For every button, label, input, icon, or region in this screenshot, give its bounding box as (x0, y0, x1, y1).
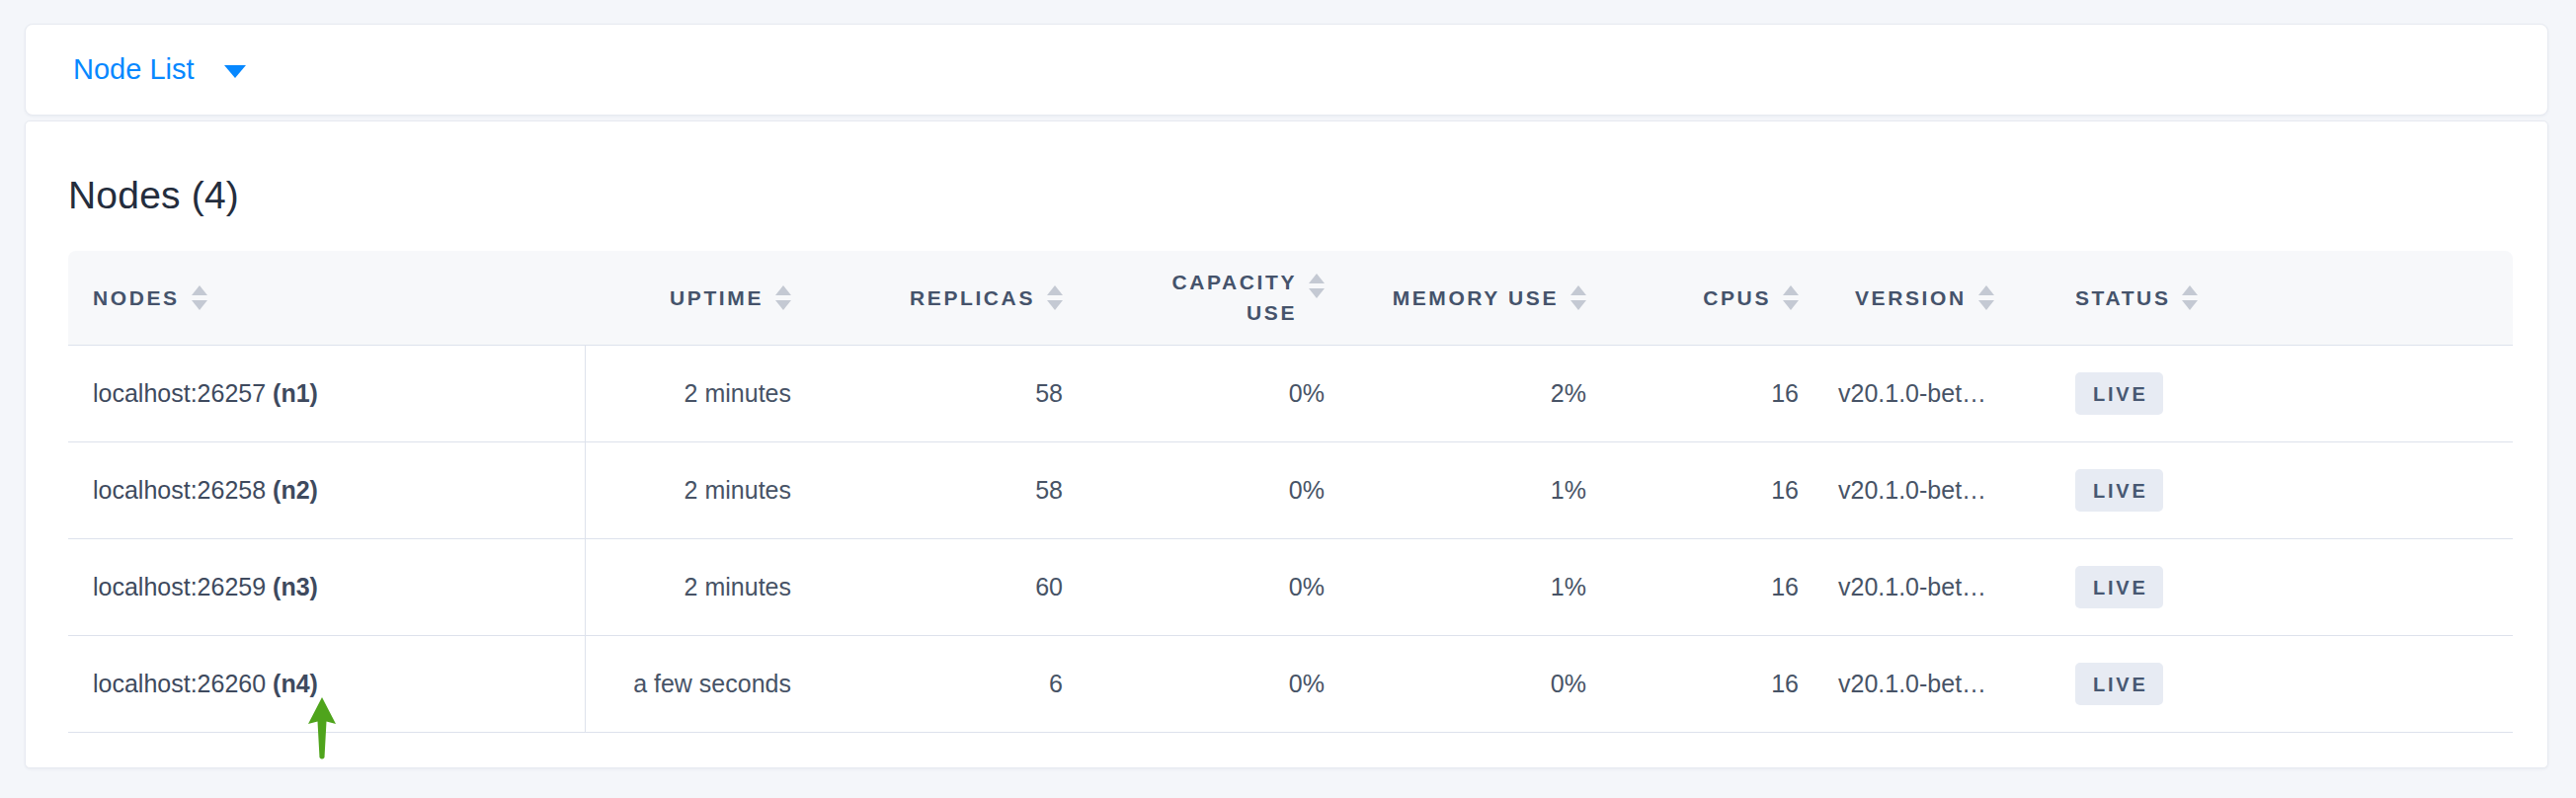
memory-use-cell: 2% (1339, 346, 1601, 442)
node-list-page: Node List Nodes (4) NODES (0, 0, 2576, 798)
column-header-version[interactable]: VERSION (1813, 251, 2051, 346)
caret-down-icon (224, 65, 246, 78)
version-cell: v20.1.0-bet… (1813, 442, 2051, 539)
status-badge: LIVE (2075, 663, 2163, 705)
column-header-cpus[interactable]: CPUS (1601, 251, 1813, 346)
uptime-cell: 2 minutes (585, 346, 806, 442)
replicas-cell: 58 (806, 346, 1078, 442)
sort-icon (775, 285, 791, 310)
replicas-cell: 60 (806, 539, 1078, 636)
column-header-uptime[interactable]: UPTIME (585, 251, 806, 346)
capacity-use-cell: 0% (1078, 346, 1339, 442)
uptime-cell: a few seconds (585, 636, 806, 733)
sort-icon (1783, 285, 1799, 310)
uptime-cell: 2 minutes (585, 442, 806, 539)
cpus-cell: 16 (1601, 539, 1813, 636)
status-badge: LIVE (2075, 469, 2163, 512)
capacity-use-cell: 0% (1078, 539, 1339, 636)
status-cell: LIVE (2051, 346, 2513, 442)
column-header-nodes[interactable]: NODES (68, 251, 585, 346)
capacity-use-cell: 0% (1078, 442, 1339, 539)
memory-use-cell: 0% (1339, 636, 1601, 733)
cpus-cell: 16 (1601, 442, 1813, 539)
sort-icon (1570, 285, 1586, 310)
column-header-status[interactable]: STATUS (2051, 251, 2513, 346)
nodes-card: Nodes (4) NODES UPTIME (25, 120, 2548, 768)
nodes-count-title: Nodes (4) (68, 175, 239, 217)
replicas-cell: 58 (806, 442, 1078, 539)
capacity-use-cell: 0% (1078, 636, 1339, 733)
cpus-cell: 16 (1601, 636, 1813, 733)
node-list-dropdown-label: Node List (73, 55, 195, 84)
column-header-memory-use[interactable]: MEMORY USE (1339, 251, 1601, 346)
version-cell: v20.1.0-bet… (1813, 636, 2051, 733)
view-selector-bar: Node List (25, 24, 2548, 116)
replicas-cell: 6 (806, 636, 1078, 733)
sort-icon (2182, 285, 2198, 310)
sort-icon (1047, 285, 1063, 310)
sort-icon (192, 285, 207, 310)
status-badge: LIVE (2075, 372, 2163, 415)
table-header-row: NODES UPTIME REPLICAS (68, 251, 2513, 346)
memory-use-cell: 1% (1339, 442, 1601, 539)
sort-icon (1978, 285, 1994, 310)
node-cell: localhost:26260 (n4) (68, 636, 585, 733)
status-badge: LIVE (2075, 566, 2163, 608)
table-row-n1[interactable]: localhost:26257 (n1) 2 minutes 58 0% 2% … (68, 346, 2513, 442)
node-cell: localhost:26257 (n1) (68, 346, 585, 442)
sort-icon (1309, 274, 1325, 298)
status-cell: LIVE (2051, 636, 2513, 733)
version-cell: v20.1.0-bet… (1813, 346, 2051, 442)
node-list-dropdown[interactable]: Node List (73, 55, 246, 84)
table-row-n3[interactable]: localhost:26259 (n3) 2 minutes 60 0% 1% … (68, 539, 2513, 636)
nodes-table: NODES UPTIME REPLICAS (68, 251, 2513, 733)
column-header-capacity-use[interactable]: CAPACITY USE (1078, 251, 1339, 346)
node-cell: localhost:26258 (n2) (68, 442, 585, 539)
status-cell: LIVE (2051, 442, 2513, 539)
table-row-n2[interactable]: localhost:26258 (n2) 2 minutes 58 0% 1% … (68, 442, 2513, 539)
uptime-cell: 2 minutes (585, 539, 806, 636)
table-row-n4[interactable]: localhost:26260 (n4) a few seconds 6 0% … (68, 636, 2513, 733)
memory-use-cell: 1% (1339, 539, 1601, 636)
column-header-replicas[interactable]: REPLICAS (806, 251, 1078, 346)
status-cell: LIVE (2051, 539, 2513, 636)
version-cell: v20.1.0-bet… (1813, 539, 2051, 636)
node-cell: localhost:26259 (n3) (68, 539, 585, 636)
cpus-cell: 16 (1601, 346, 1813, 442)
